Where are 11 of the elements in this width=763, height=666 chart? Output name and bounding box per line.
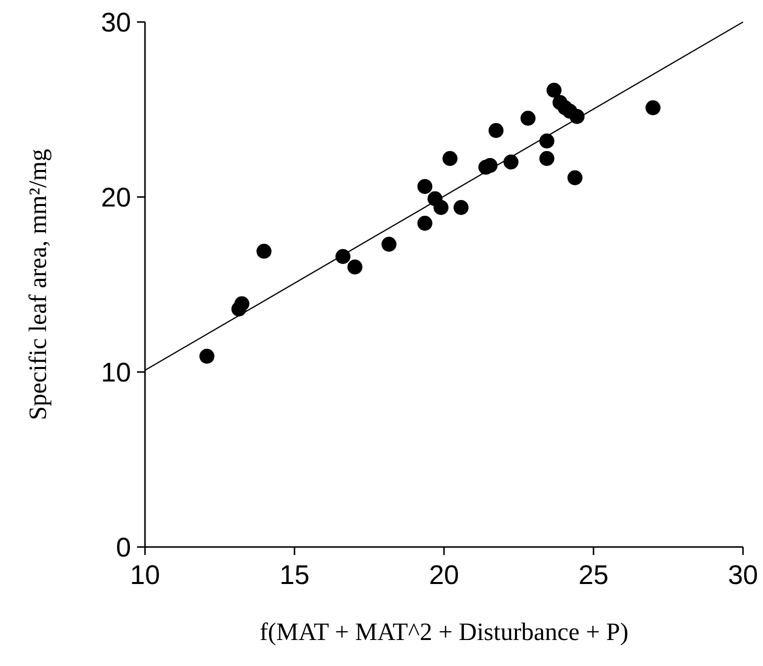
y-tick-label: 0 <box>116 532 131 562</box>
x-tick-label: 20 <box>428 560 460 590</box>
x-tick-label: 10 <box>130 560 160 590</box>
y-tick-label: 30 <box>100 7 131 38</box>
y-tick-label: 20 <box>100 182 131 212</box>
x-axis-title: f(MAT + MAT^2 + Disturbance + P) <box>260 619 628 646</box>
x-tick-label: 15 <box>279 560 310 590</box>
x-tick-label: 30 <box>728 560 758 590</box>
y-tick-label: 10 <box>100 357 131 388</box>
y-axis-title: Specific leaf area, mm²/mg <box>25 148 52 420</box>
x-tick-label: 25 <box>578 560 609 590</box>
